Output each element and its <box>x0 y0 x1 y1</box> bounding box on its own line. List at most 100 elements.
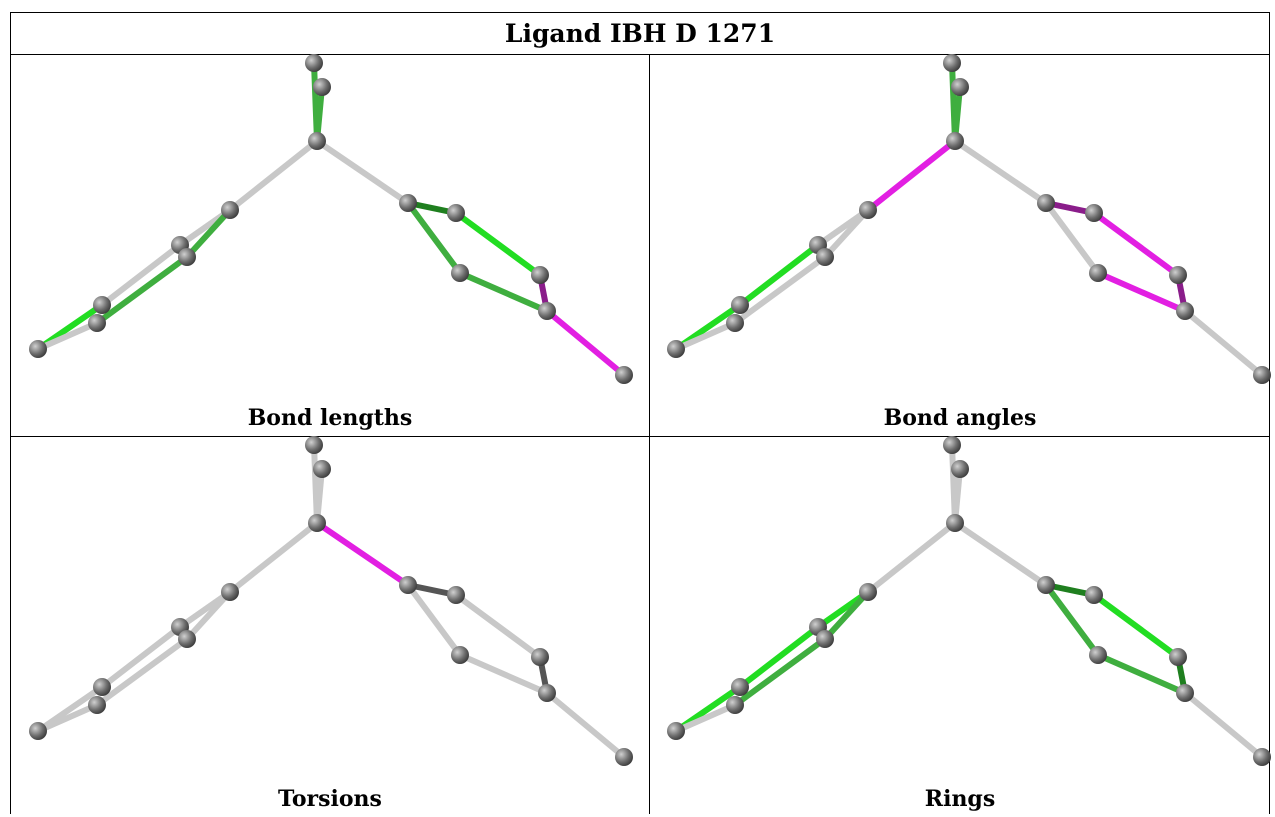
torsions-bond-1-2 <box>314 466 325 526</box>
bond-angles-atom-5 <box>816 248 834 266</box>
torsions-atom-11 <box>451 646 469 664</box>
torsions-bond-7-8 <box>35 702 100 734</box>
bond-angles-atom-1 <box>951 78 969 96</box>
bond-angles-bond-2-9 <box>952 138 1049 206</box>
rings-atom-8 <box>667 722 685 740</box>
rings-atom-14 <box>1253 748 1271 766</box>
bond-angles-atom-6 <box>731 296 749 314</box>
ligand-title: Ligand IBH D 1271 <box>504 18 776 48</box>
bond-angles-bond-7-8 <box>673 320 738 352</box>
rings-atom-2 <box>946 514 964 532</box>
molecule-rings <box>667 436 1271 766</box>
rings-bond-4-6 <box>737 624 821 690</box>
bond-lengths-bond-13-14 <box>544 308 627 378</box>
molecule-bond-lengths <box>29 54 633 384</box>
torsions-atom-12 <box>531 648 549 666</box>
bond-lengths-bond-9-11 <box>405 200 463 276</box>
rings-bond-7-8 <box>673 702 738 734</box>
torsions-atom-8 <box>29 722 47 740</box>
bond-lengths-atom-14 <box>615 366 633 384</box>
bond-angles-bond-11-13 <box>1095 270 1188 314</box>
caption-torsions: Torsions <box>278 786 382 812</box>
torsions-bond-3-5 <box>184 589 233 642</box>
bond-lengths-atom-9 <box>399 194 417 212</box>
bond-angles-bond-3-5 <box>822 207 871 260</box>
bond-lengths-atom-5 <box>178 248 196 266</box>
bond-angles-atom-10 <box>1085 204 1103 222</box>
bond-angles-atom-8 <box>667 340 685 358</box>
bond-lengths-atom-3 <box>221 201 239 219</box>
bond-angles-atom-11 <box>1089 264 1107 282</box>
rings-atom-12 <box>1169 648 1187 666</box>
bond-lengths-atom-6 <box>93 296 111 314</box>
table-border-left <box>10 12 11 814</box>
rings-bond-9-11 <box>1043 582 1101 658</box>
rings-atom-9 <box>1037 576 1055 594</box>
rings-atom-5 <box>816 630 834 648</box>
bond-lengths-bond-7-8 <box>35 320 100 352</box>
bond-angles-atom-9 <box>1037 194 1055 212</box>
row-divider <box>10 436 1270 437</box>
bond-angles-atom-3 <box>859 201 877 219</box>
title-divider <box>10 54 1270 55</box>
bond-lengths-atom-2 <box>308 132 326 150</box>
bond-lengths-atom-10 <box>447 204 465 222</box>
bond-lengths-bond-2-9 <box>314 138 411 206</box>
rings-atom-3 <box>859 583 877 601</box>
torsions-bond-10-12 <box>453 592 543 660</box>
bond-lengths-bond-4-6 <box>99 242 183 308</box>
torsions-bond-2-9 <box>314 520 411 588</box>
torsions-atom-9 <box>399 576 417 594</box>
rings-bond-1-2 <box>952 466 963 526</box>
table-border-top <box>10 12 1270 13</box>
bond-lengths-bond-2-3 <box>227 138 320 213</box>
bond-angles-atom-0 <box>943 54 961 72</box>
bond-lengths-atom-8 <box>29 340 47 358</box>
bond-lengths-bond-5-7 <box>94 254 190 326</box>
rings-bond-10-12 <box>1091 592 1181 660</box>
torsions-atom-1 <box>313 460 331 478</box>
rings-atom-11 <box>1089 646 1107 664</box>
bond-lengths-bond-1-2 <box>314 84 325 144</box>
torsions-atom-14 <box>615 748 633 766</box>
rings-atom-10 <box>1085 586 1103 604</box>
panel-rings <box>650 436 1275 817</box>
torsions-bond-11-13 <box>457 652 550 696</box>
rings-atom-6 <box>731 678 749 696</box>
molecule-bond-angles <box>667 54 1271 384</box>
torsions-atom-3 <box>221 583 239 601</box>
bond-angles-atom-7 <box>726 314 744 332</box>
torsions-bond-9-11 <box>405 582 463 658</box>
rings-bond-2-3 <box>865 520 958 595</box>
rings-bond-5-7 <box>732 636 828 708</box>
bond-angles-bond-10-12 <box>1091 210 1181 278</box>
torsions-bond-2-3 <box>227 520 320 595</box>
bond-lengths-atom-7 <box>88 314 106 332</box>
bond-angles-atom-13 <box>1176 302 1194 320</box>
bond-angles-bond-9-11 <box>1043 200 1101 276</box>
bond-lengths-bond-10-12 <box>453 210 543 278</box>
bond-lengths-atom-0 <box>305 54 323 72</box>
bond-angles-bond-1-2 <box>952 84 963 144</box>
caption-bond-angles: Bond angles <box>883 405 1037 431</box>
torsions-atom-13 <box>538 684 556 702</box>
panel-torsions <box>12 436 652 817</box>
torsions-atom-10 <box>447 586 465 604</box>
torsions-atom-0 <box>305 436 323 454</box>
torsions-atom-2 <box>308 514 326 532</box>
caption-bond-lengths: Bond lengths <box>247 405 413 431</box>
bond-lengths-bond-3-5 <box>184 207 233 260</box>
rings-atom-13 <box>1176 684 1194 702</box>
rings-atom-0 <box>943 436 961 454</box>
bond-angles-bond-5-7 <box>732 254 828 326</box>
torsions-atom-7 <box>88 696 106 714</box>
bond-lengths-atom-13 <box>538 302 556 320</box>
rings-atom-7 <box>726 696 744 714</box>
bond-angles-bond-4-6 <box>737 242 821 308</box>
torsions-bond-4-6 <box>99 624 183 690</box>
caption-rings: Rings <box>924 786 996 812</box>
rings-atom-1 <box>951 460 969 478</box>
bond-lengths-atom-1 <box>313 78 331 96</box>
molecule-torsions <box>29 436 633 766</box>
torsions-atom-5 <box>178 630 196 648</box>
